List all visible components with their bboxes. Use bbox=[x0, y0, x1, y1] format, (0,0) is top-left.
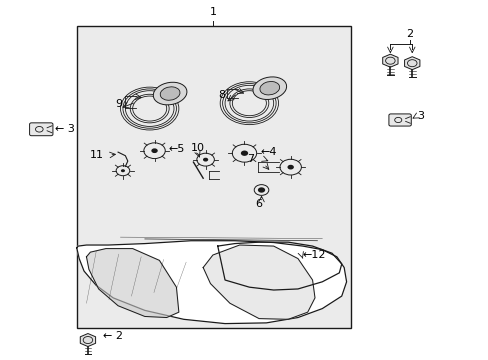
Text: 10: 10 bbox=[191, 143, 204, 153]
Text: 7: 7 bbox=[246, 154, 254, 164]
Ellipse shape bbox=[160, 87, 180, 100]
Text: ←5: ←5 bbox=[168, 144, 184, 154]
Polygon shape bbox=[404, 57, 419, 70]
Text: 3: 3 bbox=[416, 111, 423, 121]
Text: 8: 8 bbox=[218, 90, 224, 100]
Text: 2: 2 bbox=[406, 28, 412, 39]
Ellipse shape bbox=[252, 77, 286, 99]
Bar bbox=[77, 26, 351, 328]
Text: 9: 9 bbox=[115, 99, 122, 109]
Text: 6: 6 bbox=[255, 199, 262, 209]
Circle shape bbox=[257, 187, 264, 193]
Circle shape bbox=[151, 148, 158, 153]
Ellipse shape bbox=[153, 82, 186, 105]
FancyBboxPatch shape bbox=[30, 123, 53, 136]
Polygon shape bbox=[86, 249, 179, 318]
Ellipse shape bbox=[260, 81, 279, 95]
Text: ← 3: ← 3 bbox=[55, 124, 75, 134]
Polygon shape bbox=[77, 241, 346, 324]
Circle shape bbox=[203, 158, 208, 162]
FancyBboxPatch shape bbox=[388, 114, 410, 126]
Polygon shape bbox=[80, 333, 96, 347]
Polygon shape bbox=[382, 54, 397, 67]
Text: ← 2: ← 2 bbox=[102, 332, 122, 342]
Circle shape bbox=[241, 150, 247, 156]
Text: 11: 11 bbox=[89, 150, 103, 160]
Polygon shape bbox=[203, 245, 314, 319]
Text: 1: 1 bbox=[209, 8, 216, 18]
Text: ←4: ←4 bbox=[260, 147, 276, 157]
Circle shape bbox=[287, 165, 293, 170]
Text: ←12: ←12 bbox=[302, 250, 325, 260]
Circle shape bbox=[121, 169, 125, 172]
